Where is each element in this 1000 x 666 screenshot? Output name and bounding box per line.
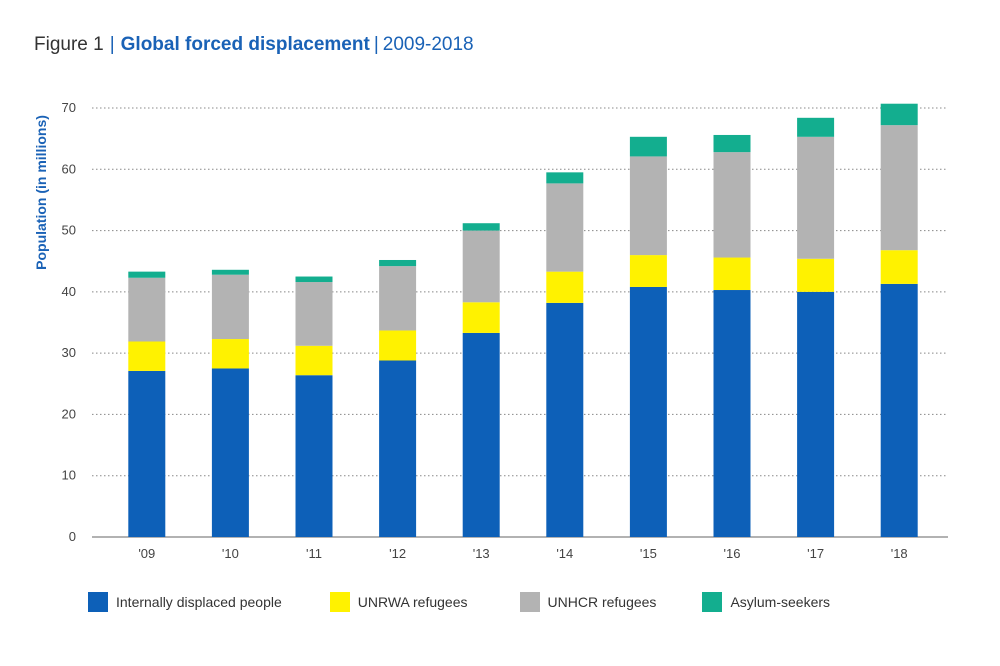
x-tick-label: '09 [138,546,155,561]
bar-segment [379,266,417,331]
bar-segment [797,291,835,537]
bar-segment [880,250,918,284]
chart-legend: Internally displaced people UNRWA refugee… [88,592,830,612]
bar-segment [462,302,500,333]
bar-segment [546,302,584,537]
y-tick-label: 30 [62,345,76,360]
legend-label: Asylum-seekers [730,594,831,610]
bar-segment [546,183,584,272]
bar-segment [295,345,333,376]
bar-segment [797,258,835,292]
bar-segment [128,277,166,342]
title-main: Global forced displacement [120,34,370,55]
bar-segment [211,274,249,340]
x-tick-label: '17 [807,546,824,561]
bar-segment [880,103,918,126]
bar-segment [379,259,417,267]
x-tick-label: '10 [222,546,239,561]
legend-swatch [329,592,350,612]
legend-item: Internally displaced people [88,592,282,612]
bar-segment [462,332,500,537]
x-tick-label: '18 [891,546,908,561]
title-range: 2009-2018 [382,34,474,55]
bar-segment [880,283,918,537]
bar-segment [880,125,918,251]
bar-segment [379,330,417,361]
bar-segment [713,134,751,153]
stacked-bar-chart: 0 10 20 30 40 50 60 70 Population (in millions) '… [33,100,948,561]
x-tick-label: '15 [640,546,657,561]
y-axis-label: Population (in millions) [33,115,49,270]
x-tick-label: '14 [556,546,573,561]
chart-title: Figure 1 | Global forced displacement | 2009… [34,34,474,56]
y-tick-label: 50 [62,223,76,238]
legend-item: UNHCR refugees [519,592,657,612]
title-separator-2: | [373,34,379,55]
bar-segment [629,156,667,256]
x-tick-label: '12 [389,546,406,561]
bar-segment [295,375,333,537]
bar-segment [713,290,751,537]
bar-segment [546,172,584,184]
y-tick-label: 10 [62,468,76,483]
legend-item: Asylum-seekers [702,592,830,612]
x-tick-label: '16 [724,546,741,561]
legend-label: UNHCR refugees [547,594,657,610]
bar-segment [211,339,249,369]
bar-segment [128,271,166,278]
y-tick-label: 0 [69,529,76,544]
bar-segment [211,269,249,275]
bar-segment [546,271,584,303]
y-tick-label: 60 [62,161,76,176]
bar-segment [128,370,166,537]
y-tick-label: 70 [62,100,76,115]
bar-segment [797,136,835,259]
legend-swatch [88,592,108,612]
figure-label: Figure 1 [34,34,104,55]
bar-segment [462,230,500,303]
legend-item: UNRWA refugees [329,592,468,612]
bar-segment [713,152,751,258]
legend-label: Internally displaced people [116,594,282,610]
bar-segment [797,117,835,137]
x-tick-label: '13 [473,546,490,561]
bar-segment [629,255,667,287]
legend-label: UNRWA refugees [357,594,468,610]
bar-segment [128,341,166,371]
bar-segment [629,286,667,537]
title-separator: | [109,34,115,55]
x-tick-label: '11 [306,546,322,561]
bar-segment [295,282,333,346]
legend-swatch [519,592,540,612]
bar-segment [211,368,249,537]
legend-swatch [702,592,723,612]
bar-segment [295,276,333,283]
bar-segment [462,223,500,231]
y-tick-label: 20 [62,406,76,421]
bar-segment [379,360,417,537]
bar-segment [713,257,751,291]
bar-segment [629,136,667,157]
y-tick-label: 40 [62,284,76,299]
